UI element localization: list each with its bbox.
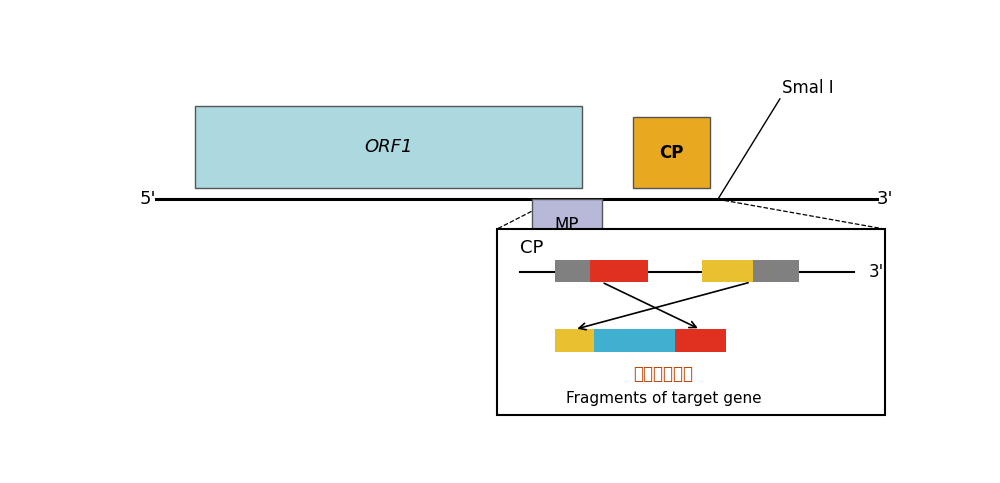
Bar [532,199,602,251]
Text: 5': 5' [140,190,156,208]
Bar [590,260,648,282]
Bar [555,260,590,282]
Bar [702,260,753,282]
Bar [594,329,675,352]
Text: ORF1: ORF1 [364,138,413,156]
Text: CP: CP [659,144,684,162]
Text: 3': 3' [877,190,893,208]
Bar [633,117,710,188]
Text: Fragments of target gene: Fragments of target gene [566,391,761,406]
Bar [555,329,594,352]
Bar [195,106,582,188]
Text: 3': 3' [869,263,884,281]
Text: Smal I: Smal I [782,79,834,97]
Bar [675,329,726,352]
Text: MP: MP [554,216,579,234]
Text: 目的基因片段: 目的基因片段 [634,365,694,383]
Text: CP: CP [520,239,544,256]
Bar [753,260,799,282]
Bar [497,229,885,415]
